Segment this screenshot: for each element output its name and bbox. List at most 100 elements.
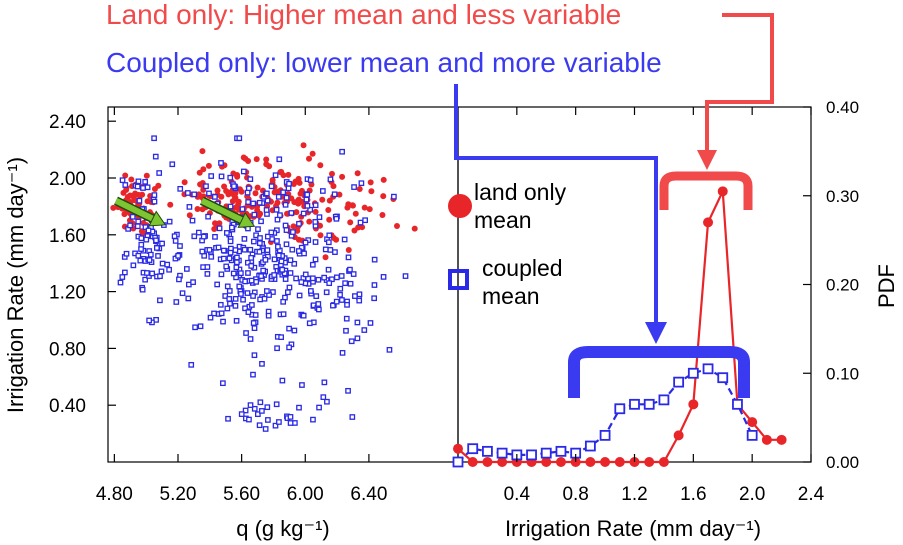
coupled-point: [233, 264, 240, 271]
coupled-point: [220, 255, 227, 262]
coupled-point: [204, 271, 211, 277]
coupled-point: [259, 360, 265, 367]
land-pdf-point: [673, 430, 684, 441]
coupled-point: [145, 227, 152, 234]
coupled-point: [247, 176, 254, 183]
coupled-point: [242, 407, 249, 414]
coupled-point: [157, 297, 163, 304]
coupled-point: [287, 420, 294, 426]
coupled-point: [203, 183, 209, 190]
land-point: [205, 162, 212, 169]
land-point: [380, 193, 387, 200]
coupled-point: [215, 244, 222, 251]
coupled-point: [218, 173, 225, 180]
coupled-point: [191, 233, 198, 240]
coupled-point: [332, 249, 338, 255]
land-point: [344, 204, 351, 211]
coupled-point: [171, 233, 178, 240]
coupled-pdf-point: [555, 445, 567, 457]
coupled-point: [146, 317, 152, 324]
coupled-point: [321, 379, 328, 386]
coupled-point: [344, 301, 350, 308]
land-point: [322, 254, 329, 261]
coupled-point: [217, 301, 224, 308]
land-arrowhead: [697, 150, 717, 170]
coupled-point: [195, 229, 202, 236]
pdf-x-tick-label: 1.6: [680, 484, 706, 505]
land-point: [356, 185, 363, 192]
coupled-point: [268, 183, 275, 190]
coupled-point: [155, 253, 161, 259]
coupled-point: [275, 193, 282, 200]
coupled-point: [147, 251, 154, 258]
coupled-point: [255, 411, 261, 418]
coupled-point: [271, 272, 278, 278]
coupled-point: [312, 239, 319, 245]
coupled-point: [278, 334, 284, 341]
land-point: [223, 188, 230, 195]
coupled-point: [135, 252, 142, 259]
coupled-point: [189, 217, 196, 224]
land-pdf-point: [600, 457, 611, 467]
coupled-point: [312, 256, 319, 263]
coupled-point: [350, 271, 357, 277]
land-point: [266, 163, 273, 170]
coupled-pdf-point: [673, 376, 685, 388]
pdf-plot: [452, 186, 787, 468]
coupled-point: [282, 276, 289, 282]
coupled-point: [380, 274, 387, 280]
coupled-point: [218, 160, 224, 166]
coupled-point: [257, 296, 263, 303]
coupled-point: [358, 180, 365, 187]
land-pdf-point: [644, 457, 655, 467]
coupled-point: [265, 417, 271, 423]
coupled-point: [258, 273, 265, 279]
coupled-point: [186, 204, 193, 210]
coupled-point: [230, 270, 237, 277]
pdf-x-label: Irrigation Rate (mm day⁻¹): [505, 516, 761, 541]
coupled-point: [151, 198, 158, 205]
coupled-pdf-point: [584, 440, 596, 452]
coupled-point: [151, 192, 158, 198]
coupled-connector: [454, 84, 658, 322]
land-point: [194, 205, 201, 212]
pdf-y-tick-label: 0.40: [826, 98, 859, 117]
coupled-point: [256, 199, 263, 206]
land-point: [234, 173, 241, 180]
land-point: [285, 171, 292, 178]
coupled-point: [257, 399, 264, 406]
coupled-point: [301, 250, 307, 257]
coupled-point: [156, 170, 163, 176]
coupled-point: [226, 296, 233, 302]
coupled-point: [307, 177, 314, 183]
coupled-point: [316, 404, 322, 411]
coupled-point: [312, 202, 319, 209]
coupled-point: [241, 246, 248, 253]
coupled-point: [326, 232, 333, 239]
coupled-point: [243, 330, 249, 336]
coupled-point: [176, 276, 182, 283]
coupled-point: [279, 377, 286, 384]
coupled-point: [191, 191, 198, 198]
pdf-y-tick-label: 0.00: [826, 453, 859, 472]
coupled-point: [347, 266, 353, 273]
coupled-point: [250, 320, 257, 326]
coupled-point: [356, 291, 363, 298]
coupled-point: [169, 161, 176, 168]
coupled-point: [225, 415, 231, 422]
coupled-point: [263, 190, 270, 197]
coupled-point: [300, 312, 307, 319]
coupled-point: [256, 422, 263, 429]
coupled-point: [222, 293, 229, 299]
coupled-point: [283, 227, 290, 233]
land-point: [306, 218, 313, 225]
coupled-point: [309, 261, 316, 268]
coupled-point: [337, 291, 343, 298]
coupled-point: [207, 314, 214, 321]
coupled-point: [117, 279, 124, 286]
coupled-point: [130, 262, 137, 269]
coupled-point: [242, 305, 248, 312]
coupled-point: [280, 311, 287, 318]
land-point: [317, 162, 324, 169]
